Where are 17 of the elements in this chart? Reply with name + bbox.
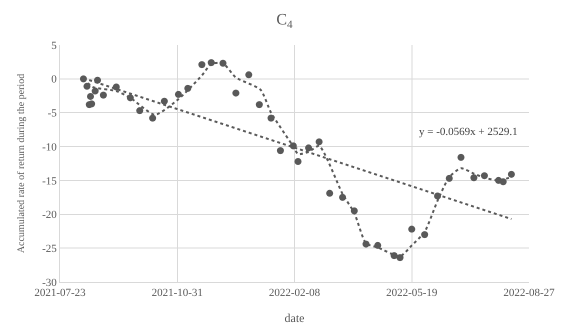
x-tick-label: 2021-07-23 bbox=[34, 287, 86, 300]
y-tick-label: -25 bbox=[42, 242, 58, 255]
y-tick-label: 5 bbox=[51, 40, 58, 52]
x-tick-label: 2021-10-31 bbox=[152, 287, 203, 300]
y-axis-title: Accumulated rate of return during the period bbox=[16, 74, 28, 254]
y-tick-label: 0 bbox=[51, 74, 58, 86]
chart-title: C$_{4}$ bbox=[276, 12, 294, 31]
x-tick-label: 2022-02-08 bbox=[268, 287, 321, 300]
y-tick-label: -5 bbox=[48, 108, 58, 120]
annotation: y = -0.0569x + 2529.1 bbox=[419, 126, 518, 138]
y-tick-label: -20 bbox=[42, 209, 58, 222]
y-tick-label: -15 bbox=[42, 175, 58, 188]
x-tick-label: 2022-05-19 bbox=[386, 287, 438, 300]
x-axis-title: date bbox=[284, 311, 304, 326]
x-tick-label: 2022-08-27 bbox=[503, 287, 556, 300]
y-tick-label: -10 bbox=[42, 141, 58, 154]
y-tick-label: -30 bbox=[42, 276, 58, 289]
